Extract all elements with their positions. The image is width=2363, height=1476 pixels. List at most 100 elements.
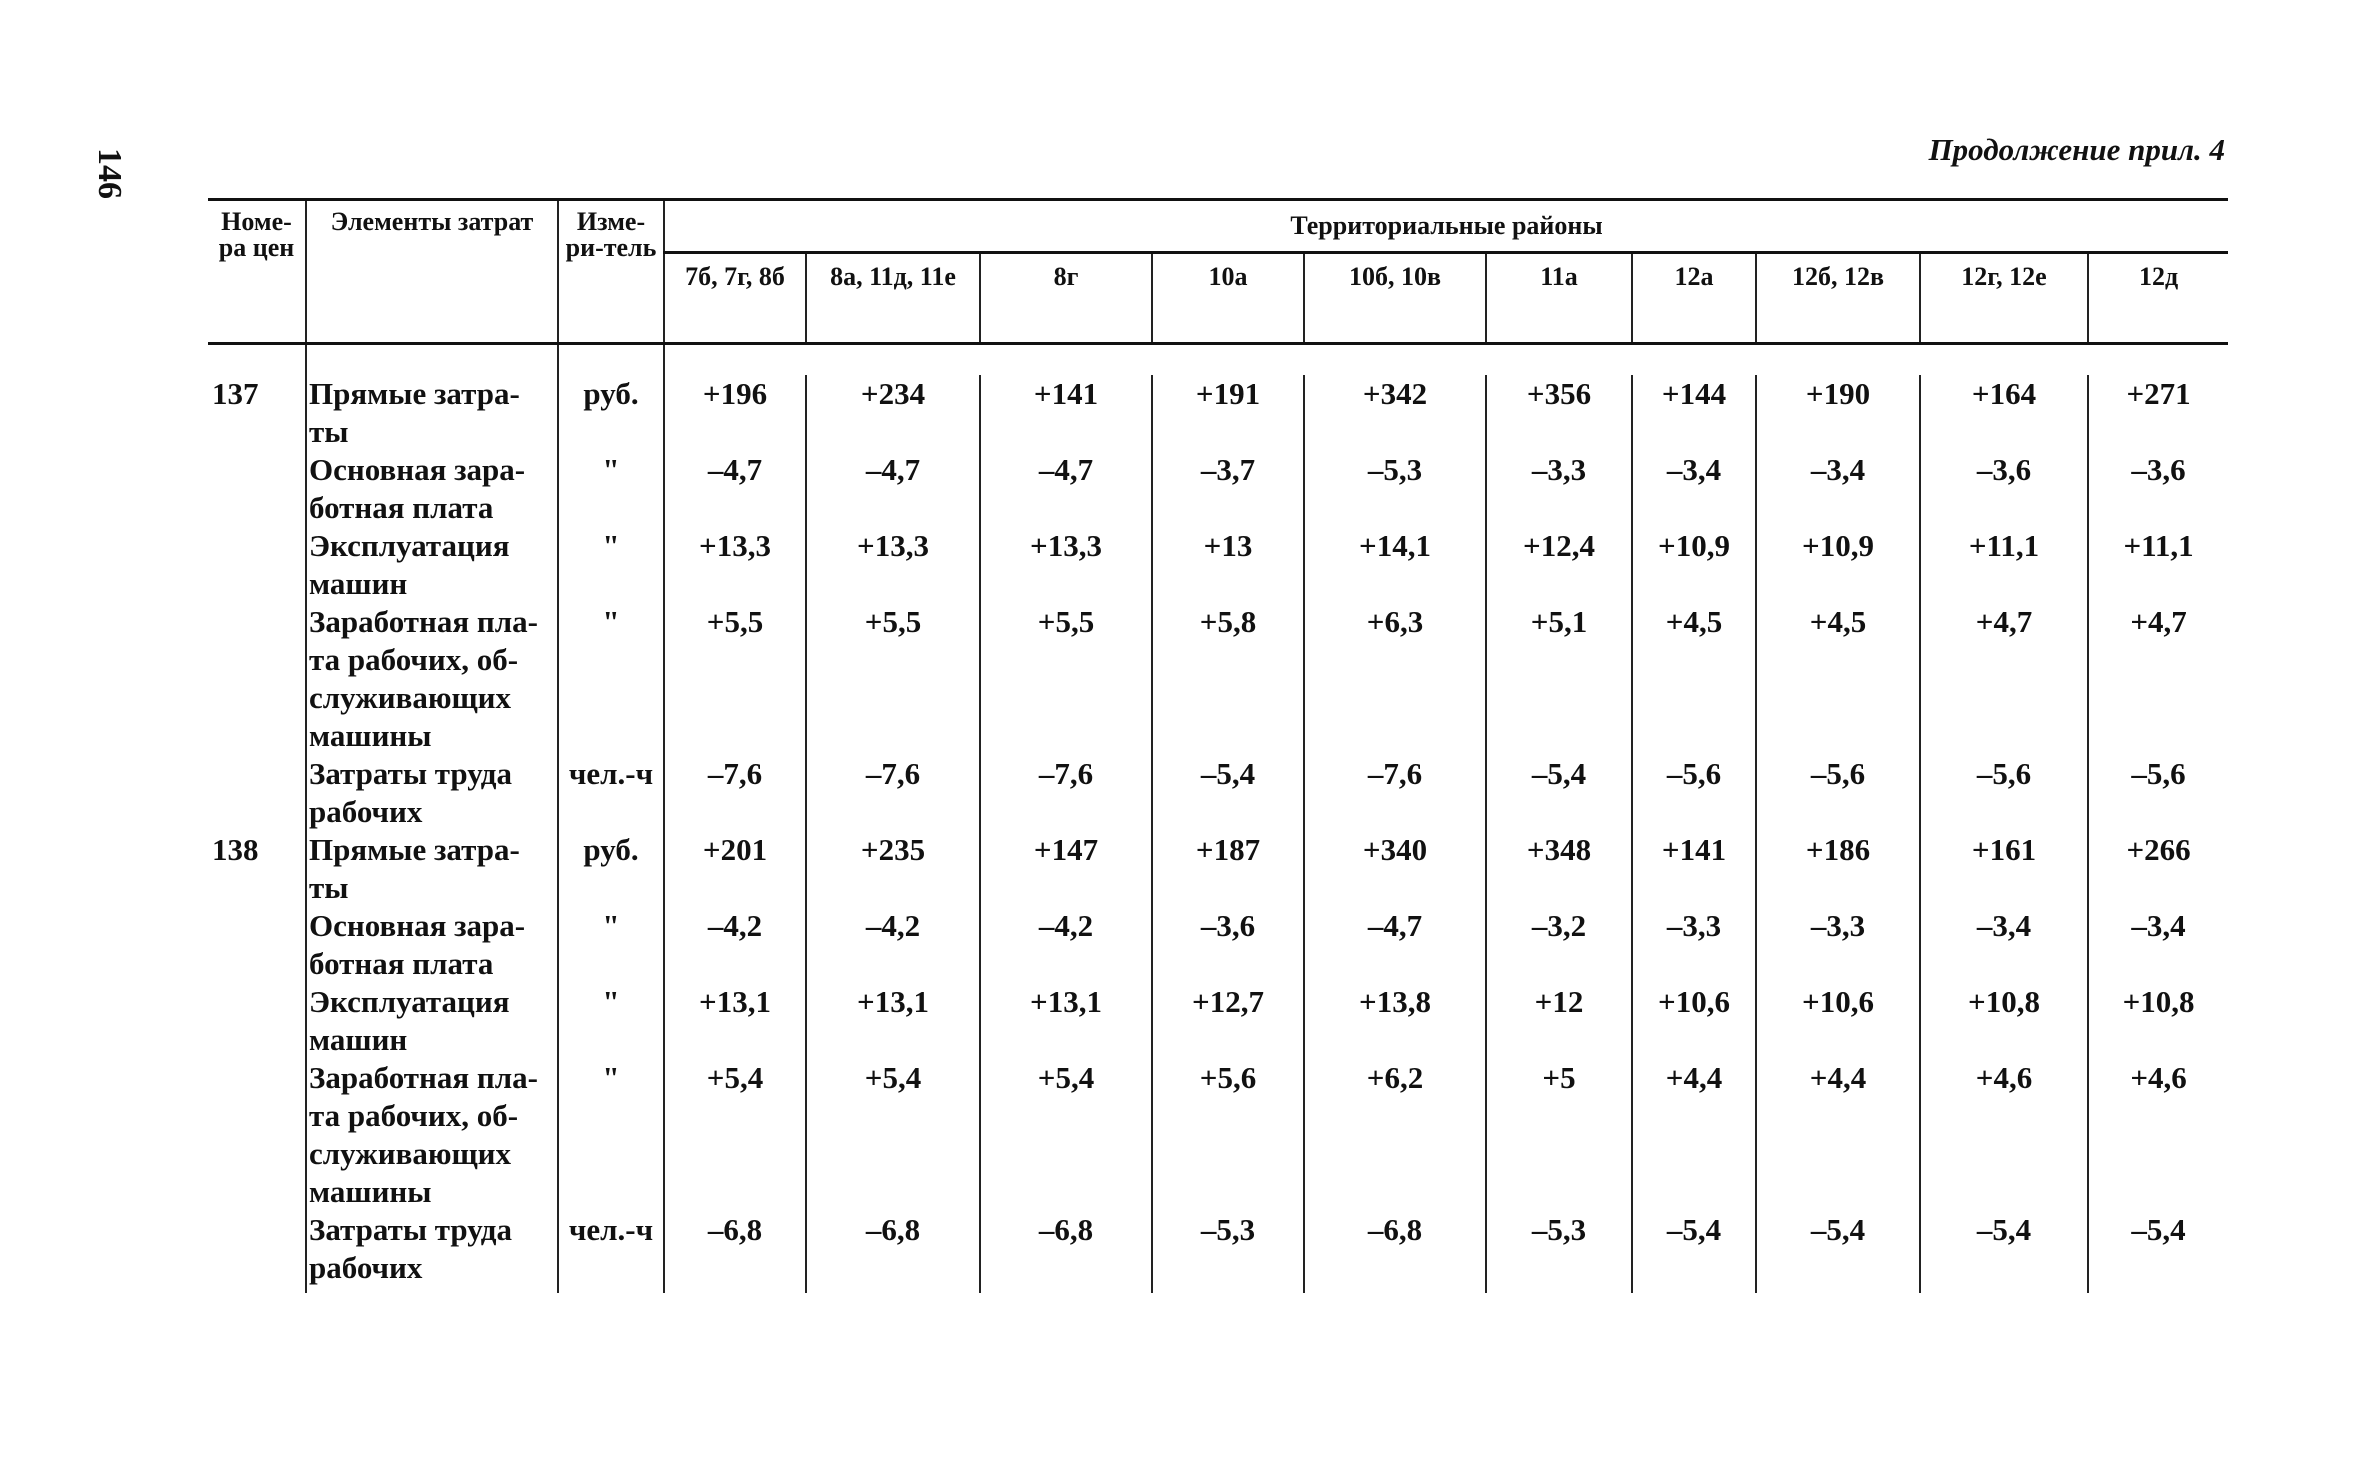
- value-cell: +10,6: [1755, 983, 1920, 1059]
- value-cell: –5,3: [1151, 1211, 1304, 1293]
- value-cell: +13,8: [1303, 983, 1486, 1059]
- value-cell: –3,3: [1485, 451, 1632, 527]
- price-number-cell: [208, 907, 306, 983]
- value-cell: +5: [1485, 1059, 1632, 1211]
- header-regions: Территориальные районы: [662, 198, 2229, 254]
- price-number-cell: [208, 527, 306, 603]
- unit-cell: ": [557, 527, 664, 603]
- value-cell: –4,2: [663, 907, 806, 983]
- value-cell: –5,4: [1485, 755, 1632, 831]
- unit-cell: ": [557, 983, 664, 1059]
- value-cell: +5,5: [979, 603, 1152, 755]
- value-cell: +5,4: [663, 1059, 806, 1211]
- value-cell: +201: [663, 831, 806, 907]
- cost-element-cell: Прямые затра-ты: [305, 375, 558, 451]
- value-cell: –3,4: [2086, 907, 2229, 983]
- unit-cell: чел.-ч: [557, 1211, 664, 1293]
- value-cell: –4,7: [663, 451, 806, 527]
- price-number-cell: [208, 603, 306, 755]
- value-cell: +10,8: [1919, 983, 2088, 1059]
- value-cell: +6,3: [1303, 603, 1486, 755]
- cost-element-cell: Эксплуатация машин: [305, 527, 558, 603]
- value-cell: –5,6: [1631, 755, 1756, 831]
- value-cell: –4,7: [979, 451, 1152, 527]
- value-cell: –7,6: [1303, 755, 1486, 831]
- cost-element-cell: Прямые затра-ты: [305, 831, 558, 907]
- value-cell: +191: [1151, 375, 1304, 451]
- value-cell: +5,1: [1485, 603, 1632, 755]
- value-cell: –3,4: [1631, 451, 1756, 527]
- value-cell: +141: [979, 375, 1152, 451]
- value-cell: +13,1: [979, 983, 1152, 1059]
- unit-cell: ": [557, 451, 664, 527]
- value-cell: +12,7: [1151, 983, 1304, 1059]
- value-cell: +141: [1631, 831, 1756, 907]
- value-cell: +5,4: [805, 1059, 980, 1211]
- header-unit: Изме-ри-тель: [557, 198, 664, 345]
- header-number: Номе-ра цен: [208, 198, 306, 345]
- value-cell: +340: [1303, 831, 1486, 907]
- header-region-5: 11а: [1485, 252, 1632, 345]
- cost-element-cell: Эксплуатация машин: [305, 983, 558, 1059]
- value-cell: +4,6: [1919, 1059, 2088, 1211]
- value-cell: +342: [1303, 375, 1486, 451]
- value-cell: +161: [1919, 831, 2088, 907]
- value-cell: –4,2: [979, 907, 1152, 983]
- price-number-cell: 137: [212, 376, 259, 411]
- header-region-4: 10б, 10в: [1303, 252, 1486, 345]
- value-cell: +4,5: [1755, 603, 1920, 755]
- value-cell: –5,3: [1303, 451, 1486, 527]
- value-cell: +5,6: [1151, 1059, 1304, 1211]
- table-row: Основная зара-ботная плата " –4,2 –4,2 –4,2–…: [208, 907, 2229, 983]
- table-row: Эксплуатация машин " +13,3 +13,3 +13,3 +13 +14…: [208, 527, 2229, 603]
- table-row: Основная зара-ботная плата " –4,7 –4,7 –4,7–…: [208, 451, 2229, 527]
- value-cell: +348: [1485, 831, 1632, 907]
- value-cell: +190: [1755, 375, 1920, 451]
- unit-cell: руб.: [557, 375, 664, 451]
- value-cell: +4,5: [1631, 603, 1756, 755]
- value-cell: +13,3: [979, 527, 1152, 603]
- table-row: Заработная пла-та рабочих, об-служивающи…: [208, 603, 2229, 755]
- price-number-cell: [208, 451, 306, 527]
- value-cell: +13: [1151, 527, 1304, 603]
- header-region-2: 8г: [979, 252, 1152, 345]
- table-row: 138 Прямые затра-ты руб. +201 +235 +147 +187 +3…: [208, 831, 2229, 907]
- value-cell: +10,9: [1631, 527, 1756, 603]
- value-cell: –3,6: [2086, 451, 2229, 527]
- cost-element-cell: Заработная пла-та рабочих, об-служивающи…: [305, 1059, 558, 1211]
- value-cell: +147: [979, 831, 1152, 907]
- value-cell: +6,2: [1303, 1059, 1486, 1211]
- value-cell: +13,1: [805, 983, 980, 1059]
- value-cell: –5,6: [2086, 755, 2229, 831]
- value-cell: –4,2: [805, 907, 980, 983]
- cost-element-cell: Основная зара-ботная плата: [305, 907, 558, 983]
- table-row: Затраты труда рабочих чел.-ч –7,6 –7,6 –7,6–…: [208, 755, 2229, 831]
- value-cell: +196: [663, 375, 806, 451]
- value-cell: +186: [1755, 831, 1920, 907]
- value-cell: –5,4: [1755, 1211, 1920, 1293]
- unit-cell: ": [557, 603, 664, 755]
- cost-adjustment-table: Номе-ра цен Элементы затрат Изме-ри-тель…: [208, 198, 2229, 1293]
- value-cell: +14,1: [1303, 527, 1486, 603]
- header-region-3: 10а: [1151, 252, 1304, 345]
- value-cell: +4,7: [2086, 603, 2229, 755]
- value-cell: –5,4: [1631, 1211, 1756, 1293]
- cost-element-cell: Затраты труда рабочих: [305, 1211, 558, 1293]
- value-cell: –6,8: [979, 1211, 1152, 1293]
- table-row: Затраты труда рабочих чел.-ч –6,8 –6,8 –6,8–…: [208, 1211, 2229, 1293]
- value-cell: +4,4: [1631, 1059, 1756, 1211]
- header-region-0: 7б, 7г, 8б: [663, 252, 806, 345]
- price-number-cell: 138: [212, 832, 259, 867]
- value-cell: +4,7: [1919, 603, 2088, 755]
- value-cell: +144: [1631, 375, 1756, 451]
- price-number-cell: [208, 1211, 306, 1293]
- price-number-cell: [208, 983, 306, 1059]
- value-cell: +13,1: [663, 983, 806, 1059]
- value-cell: –5,4: [1919, 1211, 2088, 1293]
- value-cell: +4,6: [2086, 1059, 2229, 1211]
- value-cell: –5,4: [2086, 1211, 2229, 1293]
- value-cell: +5,5: [663, 603, 806, 755]
- value-cell: +13,3: [805, 527, 980, 603]
- value-cell: –7,6: [979, 755, 1152, 831]
- unit-cell: ": [557, 1059, 664, 1211]
